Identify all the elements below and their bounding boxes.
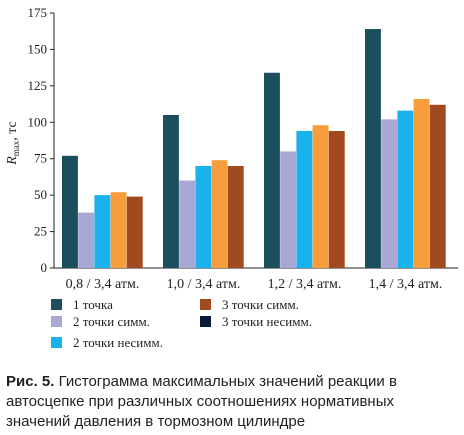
y-tick-label: 100 [28,114,48,129]
bar [179,180,196,268]
y-tick-label: 0 [41,260,48,275]
bar [328,131,345,268]
legend-swatch [51,299,62,310]
legend-label: 2 точки симм. [73,314,150,329]
bar [211,160,228,268]
y-tick-label: 150 [28,41,48,56]
y-axis-label-unit: , тс [5,121,20,141]
bar [163,115,179,268]
y-tick-label: 75 [34,151,47,166]
bar [62,155,78,268]
y-axis-label-main: R [5,156,20,166]
bar [280,151,297,268]
bar [296,131,313,268]
bar [126,196,143,268]
legend-label: 2 точки несимм. [73,335,163,350]
bar [429,104,446,268]
y-tick-label: 175 [28,5,48,20]
x-category-label: 0,8 / 3,4 атм. [66,277,140,292]
bar [227,166,244,268]
bar [94,195,111,268]
bar [110,192,127,268]
x-category-label: 1,0 / 3,4 атм. [167,277,241,292]
x-category-label: 1,2 / 3,4 атм. [268,277,342,292]
legend-label: 1 точка [73,297,113,312]
y-axis-label-sub: max [11,140,21,156]
bar [78,212,95,268]
bar-chart: 0 25 50 75 100 125 150 175 0,8 / 3,4 атм. 1,0 / … [5,5,458,350]
legend-swatch [51,337,62,348]
y-tick-label: 50 [34,187,47,202]
x-category-label: 1,4 / 3,4 атм. [369,277,443,292]
x-categories: 0,8 / 3,4 атм. 1,0 / 3,4 атм. 1,2 / 3,4 ат… [66,277,443,292]
bar [397,110,414,268]
legend-swatch [51,316,62,327]
bar [312,125,329,268]
caption-text: Гистограмма максимальных значений реакци… [6,373,397,430]
bar [365,29,381,269]
bar [413,98,430,268]
y-tick-label: 125 [28,78,48,93]
legend-swatch [200,316,211,327]
legend-swatch [200,299,211,310]
y-axis-label: Rmax, тс [5,121,21,166]
legend-label: 3 точки симм. [222,297,299,312]
caption-label: Рис. 5. [6,373,55,390]
bar [381,119,398,268]
bar [195,166,212,268]
bar [264,72,280,268]
y-tick-label: 25 [34,224,47,239]
chart-bars [62,29,446,269]
figure-caption: Рис. 5. Гистограмма максимальных значени… [6,372,458,432]
y-ticks: 0 25 50 75 100 125 150 175 [28,5,54,275]
chart-legend: 1 точка 2 точки симм. 2 точки несимм. 3 точ… [51,297,312,350]
legend-label: 3 точки несимм. [222,314,312,329]
